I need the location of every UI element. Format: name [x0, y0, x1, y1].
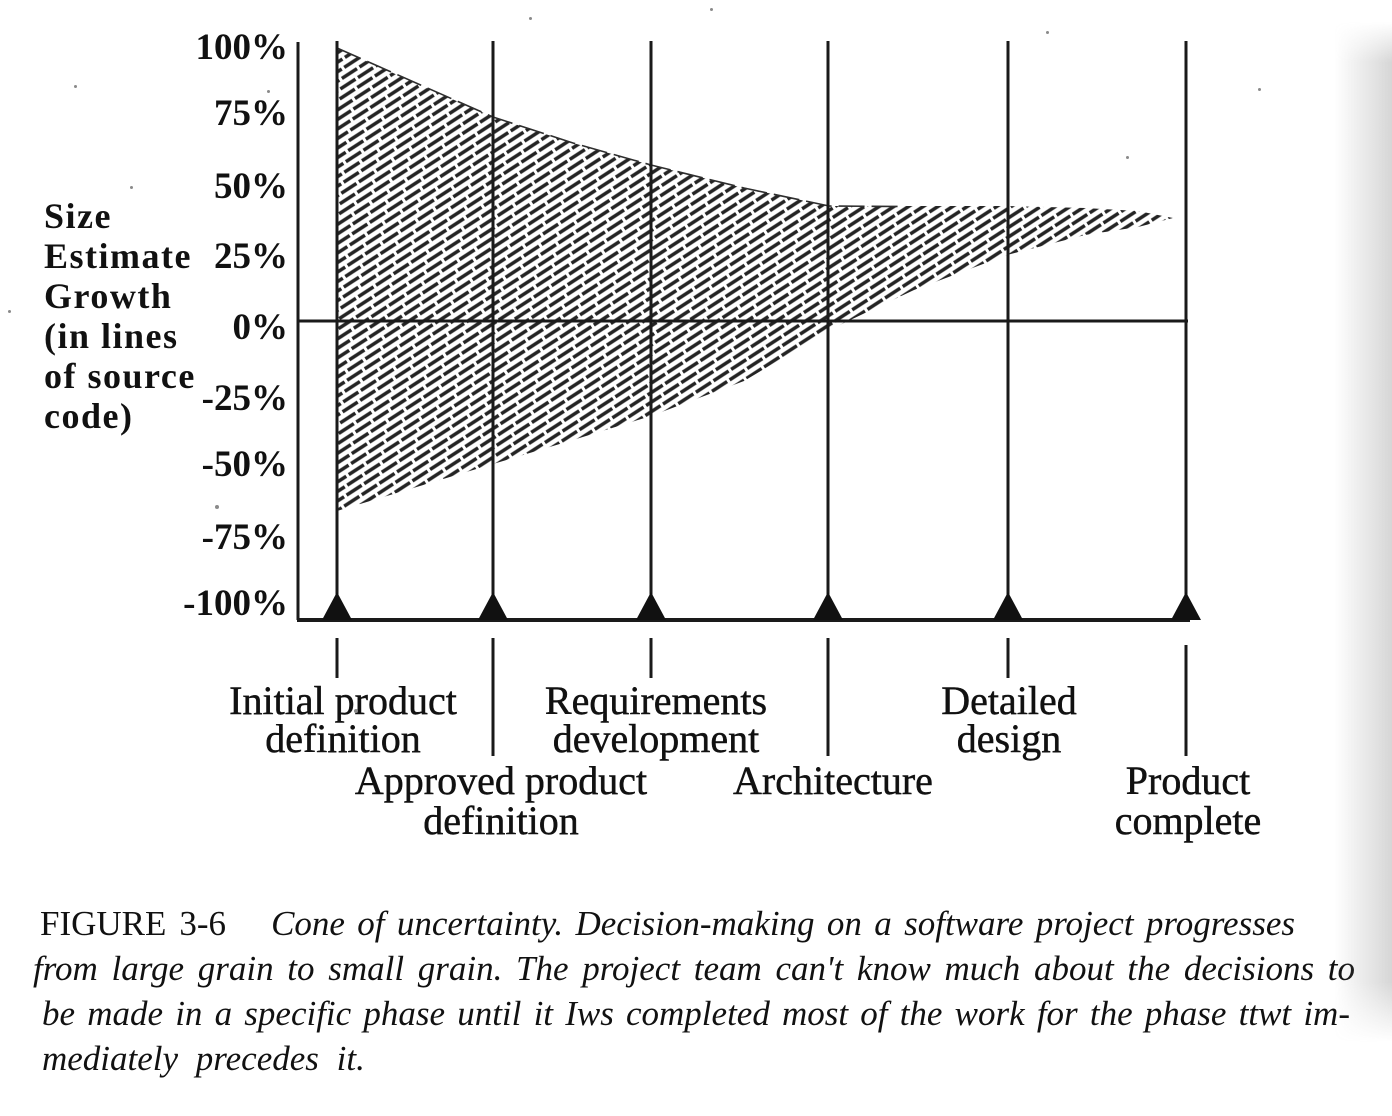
svg-text:Requirements: Requirements — [545, 678, 767, 723]
svg-text:Estimate: Estimate — [44, 236, 192, 276]
svg-text:Product: Product — [1126, 758, 1250, 803]
svg-text:complete: complete — [1115, 798, 1262, 843]
svg-text:Detailed: Detailed — [941, 678, 1077, 723]
svg-text:0%: 0% — [233, 307, 289, 348]
svg-text:Architecture: Architecture — [733, 758, 933, 803]
svg-text:-50%: -50% — [202, 444, 288, 485]
svg-text:-100%: -100% — [183, 583, 288, 624]
svg-text:of source: of source — [44, 356, 196, 396]
svg-text:75%: 75% — [214, 93, 288, 134]
svg-text:development: development — [553, 716, 760, 761]
svg-text:(in lines: (in lines — [44, 316, 179, 356]
svg-text:design: design — [957, 716, 1061, 761]
svg-text:definition: definition — [265, 716, 421, 761]
svg-text:Approved product: Approved product — [355, 758, 647, 803]
svg-text:code): code) — [44, 396, 133, 436]
svg-text:-75%: -75% — [202, 517, 288, 558]
svg-text:definition: definition — [423, 798, 579, 843]
svg-text:25%: 25% — [214, 236, 288, 277]
svg-text:Growth: Growth — [44, 276, 172, 316]
svg-text:-25%: -25% — [202, 378, 288, 419]
svg-text:50%: 50% — [214, 166, 288, 207]
svg-text:Initial product: Initial product — [229, 678, 457, 723]
svg-text:100%: 100% — [196, 27, 289, 68]
svg-text:Size: Size — [44, 196, 112, 236]
